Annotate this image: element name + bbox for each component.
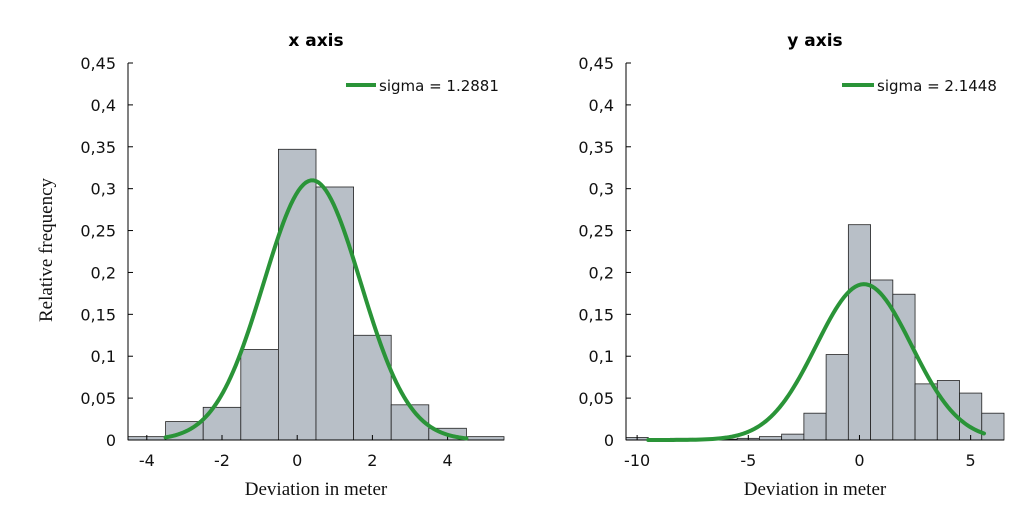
gaussian-fit-curve bbox=[646, 282, 986, 442]
y-tick-label: 0,45 bbox=[578, 54, 614, 73]
y-tick-label: 0,35 bbox=[80, 138, 116, 157]
y-axis-label: Relative frequency bbox=[36, 177, 57, 322]
x-tick-label: -4 bbox=[139, 451, 155, 470]
histogram-bar bbox=[465, 436, 505, 441]
y-tick-label: 0,05 bbox=[578, 389, 614, 408]
histogram-bar bbox=[353, 334, 392, 441]
x-tick-label: 0 bbox=[292, 451, 302, 470]
y-tick-label: 0,3 bbox=[91, 180, 116, 199]
y-tick-label: 0 bbox=[604, 431, 614, 450]
x-axis-label-right: Deviation in meter bbox=[744, 479, 887, 500]
y-tick-label: 0,45 bbox=[80, 54, 116, 73]
x-tick-label: 4 bbox=[443, 451, 453, 470]
y-tick-label: 0 bbox=[106, 431, 116, 450]
y-tick-label: 0,15 bbox=[80, 305, 116, 324]
histogram-bar bbox=[847, 224, 871, 441]
y-tick-label: 0,15 bbox=[578, 305, 614, 324]
y-tick-label: 0,4 bbox=[589, 96, 614, 115]
y-tick-label: 0,35 bbox=[578, 138, 614, 157]
histogram-bar bbox=[803, 412, 827, 441]
chart-title-y: y axis bbox=[787, 31, 842, 51]
x-axis-label-left: Deviation in meter bbox=[245, 479, 388, 500]
histogram-bar bbox=[240, 349, 279, 441]
x-tick-label: 2 bbox=[367, 451, 377, 470]
y-tick-label: 0,25 bbox=[578, 222, 614, 241]
y-tick-label: 0,3 bbox=[589, 180, 614, 199]
x-tick-label: 5 bbox=[966, 451, 976, 470]
legend-label-left: sigma = 1.2881 bbox=[379, 77, 499, 95]
histogram-bar bbox=[315, 186, 354, 441]
y-tick-label: 0,4 bbox=[91, 96, 116, 115]
y-tick-label: 0,05 bbox=[80, 389, 116, 408]
histogram-bar bbox=[759, 436, 783, 441]
histogram-bar bbox=[914, 383, 938, 441]
histogram-bar bbox=[981, 412, 1005, 441]
histogram-bar bbox=[825, 354, 849, 441]
x-tick-label: -5 bbox=[740, 451, 756, 470]
y-tick-label: 0,1 bbox=[91, 347, 116, 366]
legend-label-right: sigma = 2.1448 bbox=[877, 77, 997, 95]
x-tick-label: -2 bbox=[214, 451, 230, 470]
x-tick-label: 0 bbox=[854, 451, 864, 470]
histogram-bar bbox=[781, 433, 805, 441]
y-tick-label: 0,2 bbox=[589, 263, 614, 282]
y-tick-label: 0,1 bbox=[589, 347, 614, 366]
chart-title-x: x axis bbox=[288, 31, 343, 51]
y-tick-label: 0,25 bbox=[80, 222, 116, 241]
plots-layer: 00,050,10,150,20,250,30,350,40,45-4 -2 0 2 4… bbox=[80, 54, 1005, 470]
gaussian-fit-curve bbox=[163, 178, 469, 441]
x-tick-label: -10 bbox=[624, 451, 650, 470]
y-tick-label: 0,2 bbox=[91, 263, 116, 282]
